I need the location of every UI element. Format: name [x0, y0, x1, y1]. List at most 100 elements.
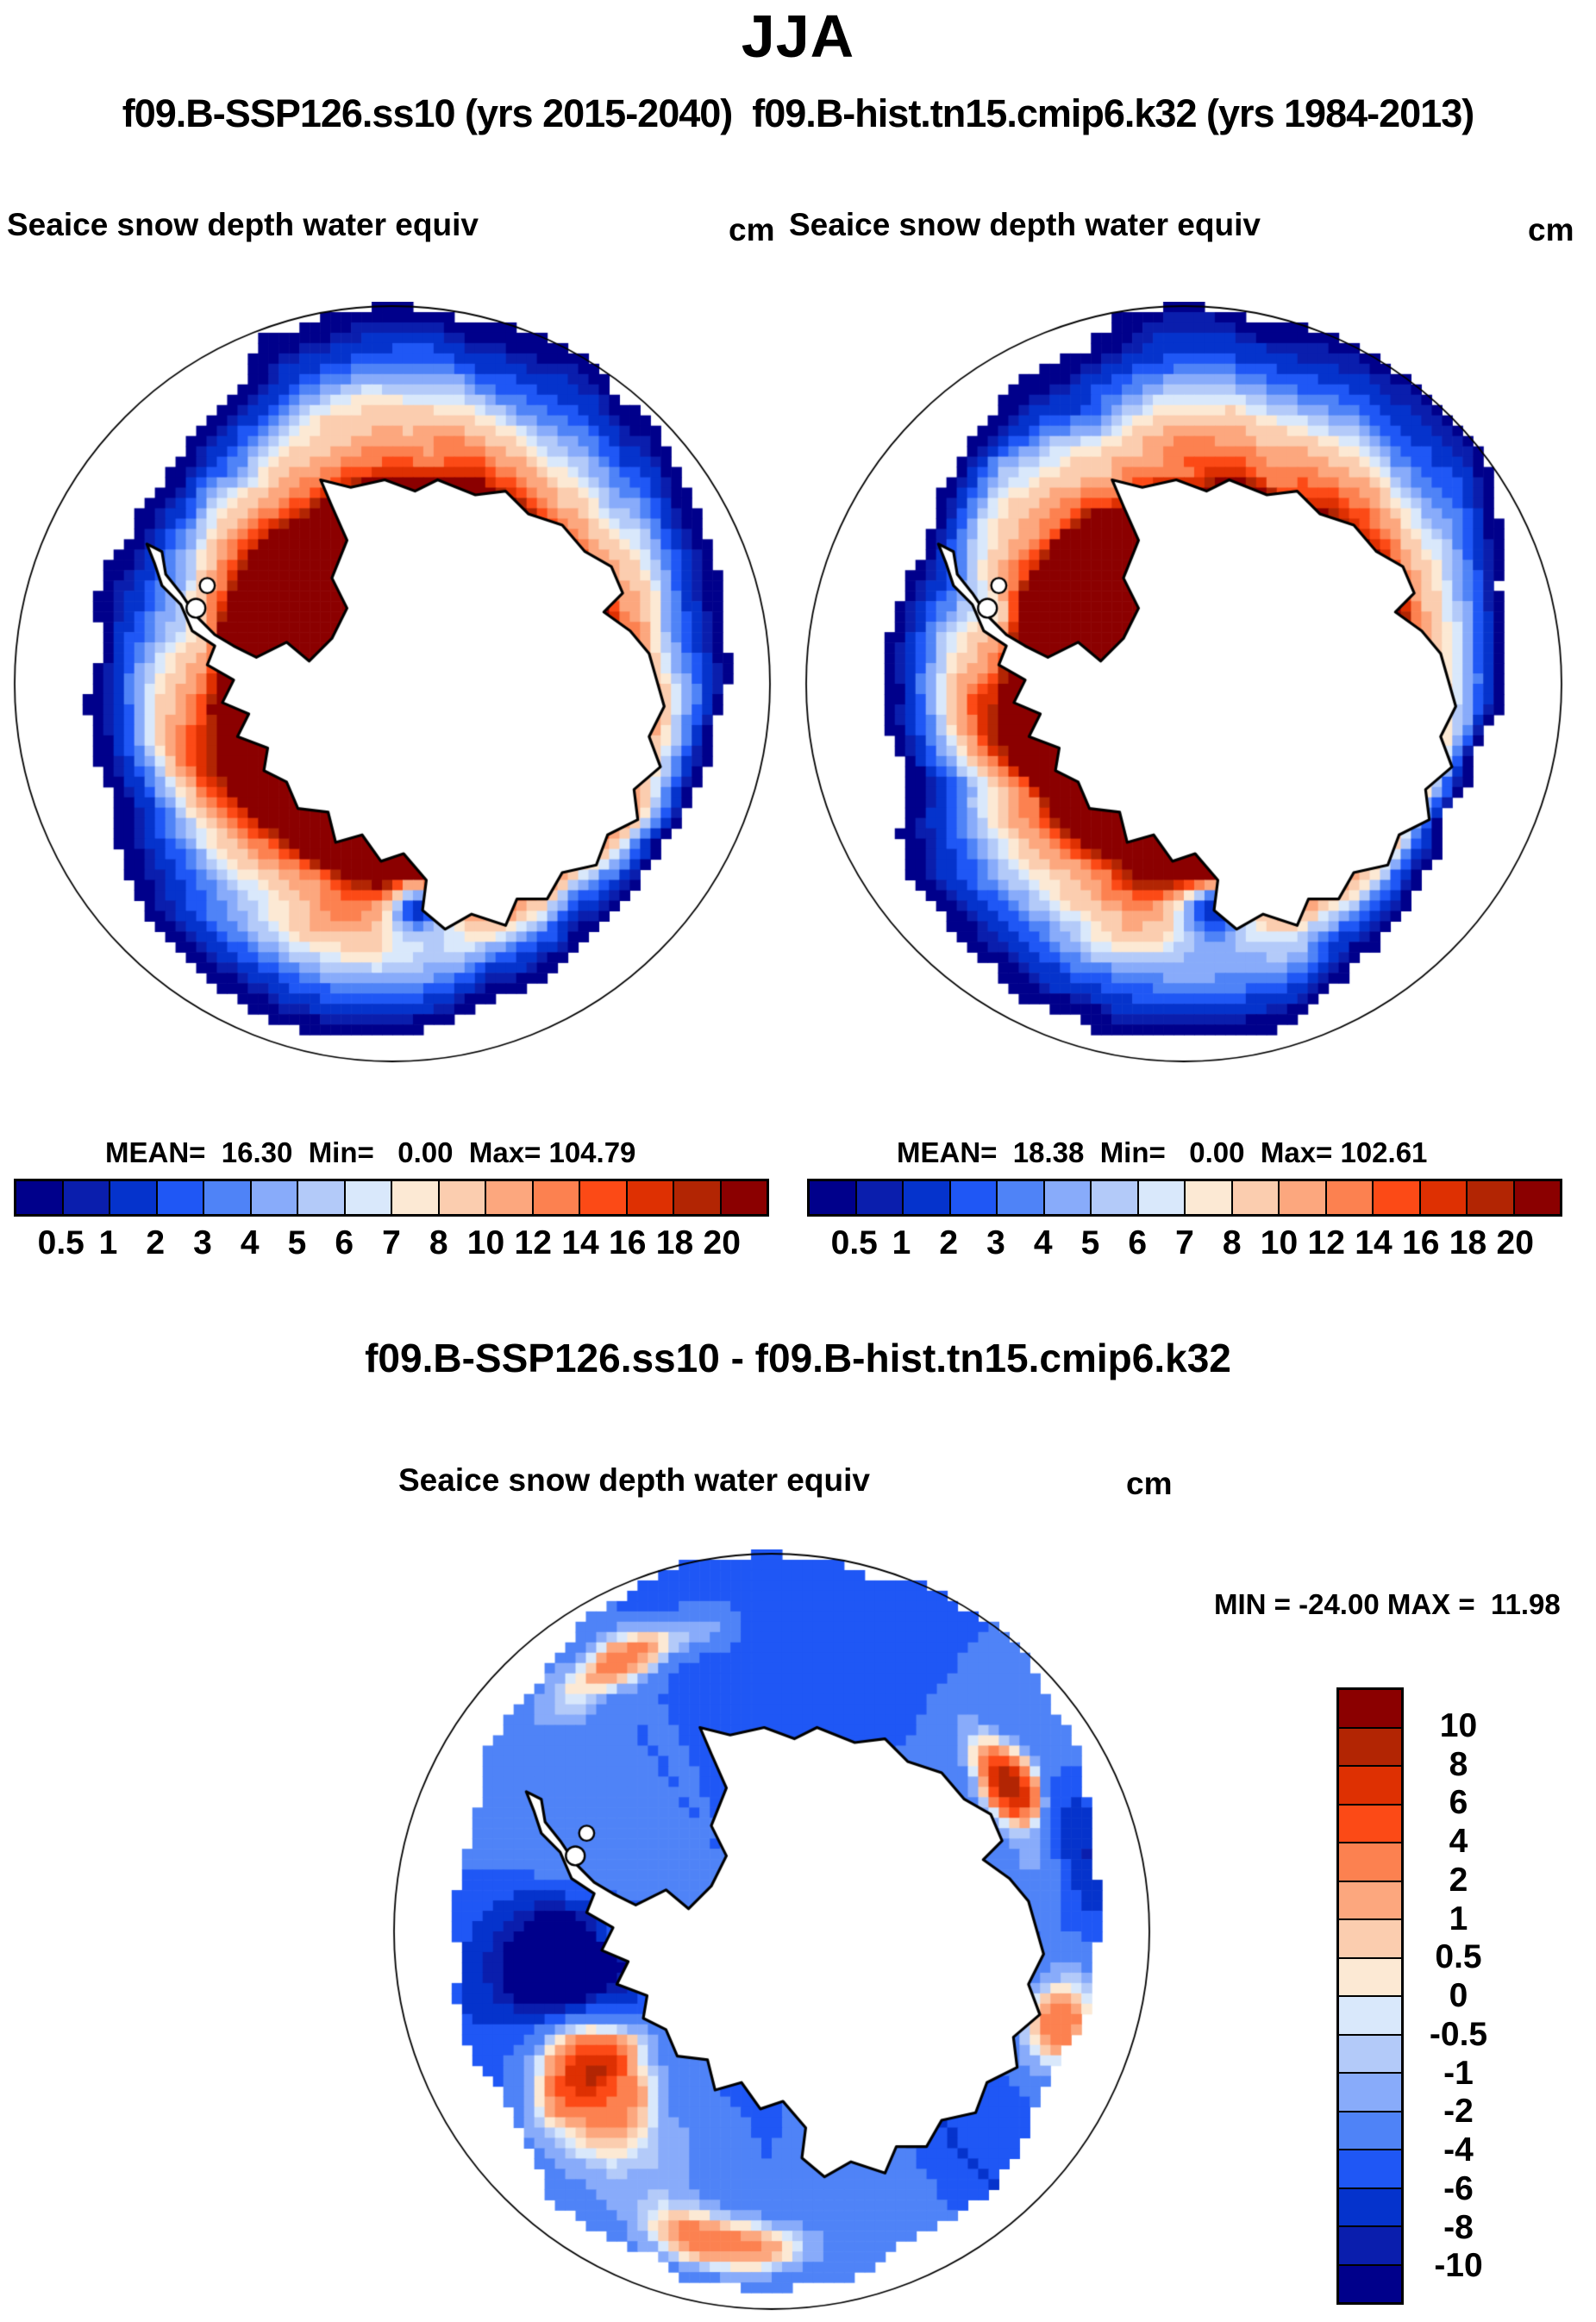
right-colorbar-ticks: 0.5 1 2 3 4 5 6 7 8 10 12 14 16 18 20	[807, 1224, 1562, 1264]
colorbar-tick-label: 6	[335, 1224, 354, 1261]
colorbar-tick-label: 6	[1128, 1224, 1148, 1261]
colorbar-cell	[1418, 1181, 1466, 1214]
colorbar-tick-label: 14	[561, 1224, 599, 1261]
colorbar-tick-label: 4	[240, 1224, 260, 1261]
left-stats: MEAN= 16.30 Min= 0.00 Max= 104.79	[105, 1136, 636, 1168]
colorbar-cell	[948, 1181, 996, 1214]
colorbar-cell	[1339, 1726, 1401, 1765]
colorbar-tick-label: 10	[1260, 1224, 1299, 1261]
colorbar-tick-label: 6	[1449, 1784, 1468, 1822]
colorbar-tick-label: 20	[703, 1224, 741, 1261]
colorbar-cell	[625, 1181, 673, 1214]
colorbar-cell	[902, 1181, 949, 1214]
colorbar-cell	[1339, 2110, 1401, 2149]
colorbar-cell	[719, 1181, 767, 1214]
colorbar-tick-label: 8	[1449, 1745, 1468, 1783]
colorbar-tick-label: -4	[1443, 2131, 1474, 2169]
colorbar-cell	[391, 1181, 438, 1214]
colorbar-tick-label: 0	[1449, 1977, 1468, 2014]
colorbar-tick-label: -2	[1443, 2093, 1474, 2131]
colorbar-cell	[1339, 2033, 1401, 2072]
colorbar-tick-label: 1	[98, 1224, 118, 1261]
left-colorbar	[14, 1179, 769, 1217]
colorbar-tick-label: 10	[466, 1224, 505, 1261]
colorbar-tick-label: 3	[193, 1224, 212, 1261]
colorbar-cell	[531, 1181, 579, 1214]
colorbar-cell	[1339, 2149, 1401, 2187]
colorbar-tick-label: -8	[1443, 2208, 1474, 2246]
colorbar-tick-label: 4	[1033, 1224, 1053, 1261]
colorbar-cell	[1136, 1181, 1184, 1214]
colorbar-tick-label: 12	[1307, 1224, 1345, 1261]
colorbar-tick-label: -6	[1443, 2169, 1474, 2207]
difference-units-label: cm	[1126, 1466, 1173, 1501]
colorbar-cell	[1042, 1181, 1090, 1214]
colorbar-tick-label: 2	[939, 1224, 959, 1261]
colorbar-tick-label: 2	[146, 1224, 166, 1261]
colorbar-tick-label: 20	[1496, 1224, 1534, 1261]
colorbar-cell	[155, 1181, 203, 1214]
difference-field-label: Seaice snow depth water equiv	[398, 1462, 870, 1498]
colorbar-cell	[810, 1181, 855, 1214]
colorbar-cell	[61, 1181, 109, 1214]
runs-subtitle: f09.B-SSP126.ss10 (yrs 2015-2040) f09.B-…	[122, 91, 1474, 135]
right-stats: MEAN= 18.38 Min= 0.00 Max= 102.61	[897, 1136, 1428, 1168]
colorbar-cell	[1184, 1181, 1231, 1214]
colorbar-tick-label: 0.5	[1435, 1938, 1482, 1976]
colorbar-cell	[109, 1181, 156, 1214]
colorbar-cell	[1339, 2187, 1401, 2225]
difference-minmax: MIN = -24.00 MAX = 11.98	[1214, 1588, 1561, 1620]
colorbar-tick-label: 10	[1439, 1706, 1478, 1744]
difference-polar-map	[390, 1549, 1154, 2313]
colorbar-tick-label: -10	[1434, 2247, 1483, 2285]
colorbar-cell	[1339, 1690, 1401, 1727]
difference-title: f09.B-SSP126.ss10 - f09.B-hist.tn15.cmip…	[365, 1336, 1231, 1380]
colorbar-tick-label: 2	[1449, 1861, 1468, 1899]
colorbar-tick-label: 0.5	[830, 1224, 878, 1261]
colorbar-cell	[1339, 1918, 1401, 1957]
left-colorbar-ticks: 0.5 1 2 3 4 5 6 7 8 10 12 14 16 18 20	[14, 1224, 769, 1264]
colorbar-tick-label: 12	[514, 1224, 552, 1261]
colorbar-cell	[1339, 2072, 1401, 2111]
colorbar-tick-label: 3	[986, 1224, 1005, 1261]
right-polar-map	[802, 302, 1566, 1066]
colorbar-cell	[343, 1181, 391, 1214]
colorbar-tick-label: 8	[1222, 1224, 1242, 1261]
colorbar-tick-label: -0.5	[1429, 2015, 1488, 2053]
colorbar-cell	[203, 1181, 250, 1214]
difference-colorbar-ticks: 10 8 6 4 2 1 0.5 0 -0.5 -1 -2 -4 -6 -8 -10	[1409, 1687, 1508, 2305]
right-field-label: Seaice snow depth water equiv	[789, 207, 1261, 242]
season-title: JJA	[741, 3, 855, 70]
colorbar-cell	[673, 1181, 720, 1214]
colorbar-cell	[579, 1181, 626, 1214]
right-colorbar	[807, 1179, 1562, 1217]
colorbar-tick-label: 18	[655, 1224, 694, 1261]
colorbar-tick-label: 18	[1449, 1224, 1487, 1261]
colorbar-tick-label: -1	[1443, 2054, 1474, 2092]
colorbar-cell	[1372, 1181, 1419, 1214]
colorbar-cell	[1466, 1181, 1513, 1214]
colorbar-tick-label: 1	[892, 1224, 911, 1261]
colorbar-cell	[1339, 1995, 1401, 2034]
colorbar-cell	[1278, 1181, 1325, 1214]
colorbar-tick-label: 0.5	[37, 1224, 84, 1261]
colorbar-cell	[854, 1181, 902, 1214]
colorbar-tick-label: 7	[382, 1224, 401, 1261]
colorbar-cell	[996, 1181, 1043, 1214]
colorbar-cell	[1339, 2263, 1401, 2302]
left-field-label: Seaice snow depth water equiv	[7, 207, 479, 242]
difference-colorbar	[1336, 1687, 1404, 2305]
colorbar-cell	[1339, 1803, 1401, 1842]
colorbar-tick-label: 16	[609, 1224, 647, 1261]
left-polar-map	[10, 302, 774, 1066]
colorbar-cell	[16, 1181, 62, 1214]
colorbar-tick-label: 7	[1175, 1224, 1194, 1261]
colorbar-tick-label: 5	[287, 1224, 307, 1261]
colorbar-cell	[1339, 1765, 1401, 1804]
colorbar-cell	[1339, 1842, 1401, 1881]
colorbar-cell	[297, 1181, 344, 1214]
colorbar-tick-label: 8	[429, 1224, 448, 1261]
colorbar-tick-label: 4	[1449, 1823, 1468, 1860]
colorbar-tick-label: 1	[1449, 1900, 1468, 1937]
